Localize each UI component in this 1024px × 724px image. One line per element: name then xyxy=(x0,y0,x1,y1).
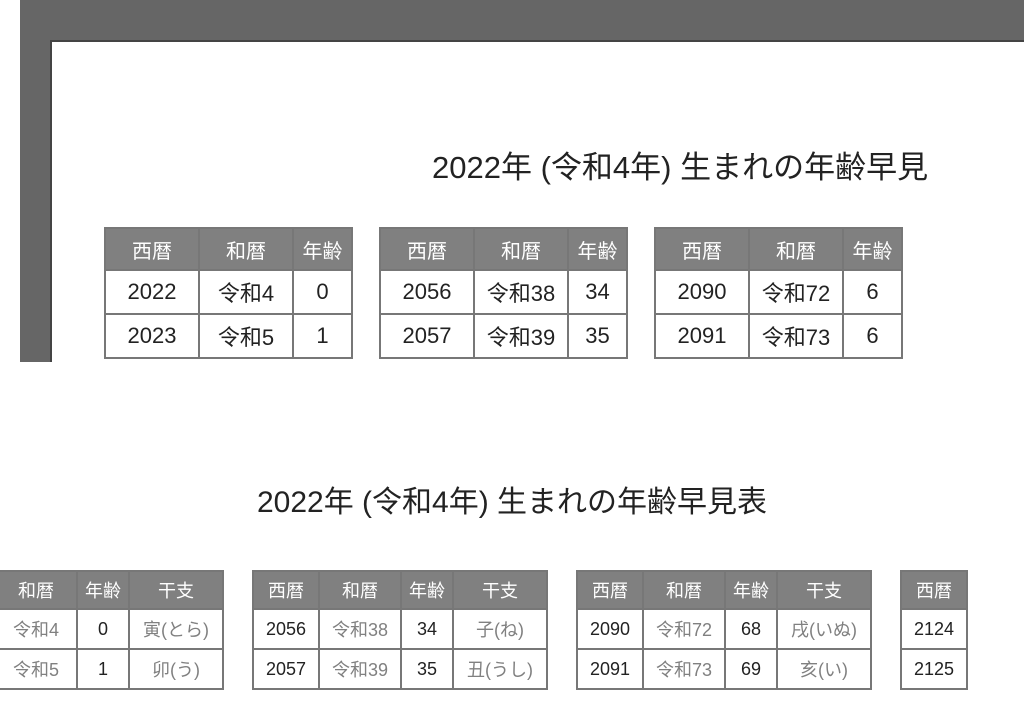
table-row: 2125 xyxy=(901,649,967,689)
col-header-age: 年齢 xyxy=(568,228,627,270)
cell-age: 1 xyxy=(293,314,352,358)
cell-eto: 寅(とら) xyxy=(129,609,223,649)
table-row: 2090 令和72 6 xyxy=(655,270,902,314)
cell-age: 34 xyxy=(401,609,453,649)
col-header-age: 年齢 xyxy=(725,571,777,609)
cell-age: 34 xyxy=(568,270,627,314)
cell-seireki: 2056 xyxy=(380,270,474,314)
age-table: 西暦 和暦 年齢 2022 令和4 0 2023 令和5 1 xyxy=(104,227,353,359)
cell-seireki: 2091 xyxy=(577,649,643,689)
cell-wareki: 令和72 xyxy=(643,609,725,649)
col-header-eto: 干支 xyxy=(777,571,871,609)
cell-wareki: 令和72 xyxy=(749,270,843,314)
cell-age: 6 xyxy=(843,270,902,314)
cell-wareki: 令和4 xyxy=(0,609,77,649)
cell-seireki: 2090 xyxy=(655,270,749,314)
cell-age: 68 xyxy=(725,609,777,649)
preview-frame: 2022年 (令和4年) 生まれの年齢早見 西暦 和暦 年齢 2022 令和4 … xyxy=(20,0,1024,362)
cell-eto: 丑(うし) xyxy=(453,649,547,689)
lower-panel: 2022年 (令和4年) 生まれの年齢早見表 暦 和暦 年齢 干支 2 令和4 … xyxy=(0,362,1024,724)
age-table: 西暦 和暦 年齢 2090 令和72 6 2091 令和73 6 xyxy=(654,227,903,359)
col-header-wareki: 和暦 xyxy=(0,571,77,609)
age-table: 西暦 和暦 年齢 干支 2056 令和38 34 子(ね) 2057 令和39 … xyxy=(252,570,548,690)
stage: 2022年 (令和4年) 生まれの年齢早見 西暦 和暦 年齢 2022 令和4 … xyxy=(0,0,1024,724)
table-row: 2057 令和39 35 丑(うし) xyxy=(253,649,547,689)
age-table: 暦 和暦 年齢 干支 2 令和4 0 寅(とら) 3 令和5 1 xyxy=(0,570,224,690)
age-table: 西暦 和暦 年齢 2056 令和38 34 2057 令和39 35 xyxy=(379,227,628,359)
table-row: 2056 令和38 34 xyxy=(380,270,627,314)
table-block-row: 西暦 和暦 年齢 2022 令和4 0 2023 令和5 1 xyxy=(52,227,1024,359)
table-row: 3 令和5 1 卯(う) xyxy=(0,649,223,689)
cell-wareki: 令和38 xyxy=(474,270,568,314)
upper-panel: 2022年 (令和4年) 生まれの年齢早見 西暦 和暦 年齢 2022 令和4 … xyxy=(0,0,1024,362)
table-row: 2090 令和72 68 戌(いぬ) xyxy=(577,609,871,649)
col-header-age: 年齢 xyxy=(293,228,352,270)
table-row: 2091 令和73 6 xyxy=(655,314,902,358)
cell-wareki: 令和39 xyxy=(319,649,401,689)
cell-seireki: 2022 xyxy=(105,270,199,314)
cell-age: 35 xyxy=(568,314,627,358)
col-header-seireki: 西暦 xyxy=(253,571,319,609)
col-header-wareki: 和暦 xyxy=(199,228,293,270)
col-header-wareki: 和暦 xyxy=(749,228,843,270)
age-table-partial: 西暦 2124 2125 xyxy=(900,570,968,690)
cell-wareki: 令和5 xyxy=(0,649,77,689)
cell-eto: 戌(いぬ) xyxy=(777,609,871,649)
cell-wareki: 令和73 xyxy=(749,314,843,358)
cell-age: 6 xyxy=(843,314,902,358)
table-row: 2124 xyxy=(901,609,967,649)
cell-seireki: 2090 xyxy=(577,609,643,649)
cell-eto: 亥(い) xyxy=(777,649,871,689)
col-header-seireki: 西暦 xyxy=(901,571,967,609)
col-header-eto: 干支 xyxy=(129,571,223,609)
table-row: 2056 令和38 34 子(ね) xyxy=(253,609,547,649)
col-header-age: 年齢 xyxy=(401,571,453,609)
age-table: 西暦 和暦 年齢 干支 2090 令和72 68 戌(いぬ) 2091 令和73… xyxy=(576,570,872,690)
col-header-age: 年齢 xyxy=(77,571,129,609)
col-header-eto: 干支 xyxy=(453,571,547,609)
col-header-age: 年齢 xyxy=(843,228,902,270)
cell-age: 35 xyxy=(401,649,453,689)
cell-seireki: 2125 xyxy=(901,649,967,689)
age-table-partial: 暦 和暦 年齢 干支 2 令和4 0 寅(とら) 3 令和5 1 xyxy=(0,570,224,690)
cell-age: 69 xyxy=(725,649,777,689)
col-header-seireki: 西暦 xyxy=(655,228,749,270)
col-header-seireki: 西暦 xyxy=(577,571,643,609)
cell-wareki: 令和38 xyxy=(319,609,401,649)
cell-seireki: 2057 xyxy=(253,649,319,689)
cell-wareki: 令和39 xyxy=(474,314,568,358)
cell-wareki: 令和4 xyxy=(199,270,293,314)
col-header-wareki: 和暦 xyxy=(643,571,725,609)
cell-seireki: 2056 xyxy=(253,609,319,649)
table-row: 2057 令和39 35 xyxy=(380,314,627,358)
cell-wareki: 令和5 xyxy=(199,314,293,358)
preview-page: 2022年 (令和4年) 生まれの年齢早見 西暦 和暦 年齢 2022 令和4 … xyxy=(50,40,1024,362)
document-title: 2022年 (令和4年) 生まれの年齢早見 xyxy=(52,142,1024,187)
document-title: 2022年 (令和4年) 生まれの年齢早見表 xyxy=(0,477,1024,521)
cell-age: 0 xyxy=(77,609,129,649)
cell-seireki: 2091 xyxy=(655,314,749,358)
table-row: 2091 令和73 69 亥(い) xyxy=(577,649,871,689)
cell-seireki: 2124 xyxy=(901,609,967,649)
cell-seireki: 2057 xyxy=(380,314,474,358)
cell-eto: 子(ね) xyxy=(453,609,547,649)
table-row: 2 令和4 0 寅(とら) xyxy=(0,609,223,649)
table-block-row: 暦 和暦 年齢 干支 2 令和4 0 寅(とら) 3 令和5 1 xyxy=(0,570,968,690)
cell-age: 1 xyxy=(77,649,129,689)
col-header-wareki: 和暦 xyxy=(474,228,568,270)
cell-wareki: 令和73 xyxy=(643,649,725,689)
col-header-seireki: 西暦 xyxy=(105,228,199,270)
cell-seireki: 2023 xyxy=(105,314,199,358)
table-row: 2022 令和4 0 xyxy=(105,270,352,314)
table-row: 2023 令和5 1 xyxy=(105,314,352,358)
cell-age: 0 xyxy=(293,270,352,314)
cell-eto: 卯(う) xyxy=(129,649,223,689)
col-header-seireki: 西暦 xyxy=(380,228,474,270)
col-header-wareki: 和暦 xyxy=(319,571,401,609)
